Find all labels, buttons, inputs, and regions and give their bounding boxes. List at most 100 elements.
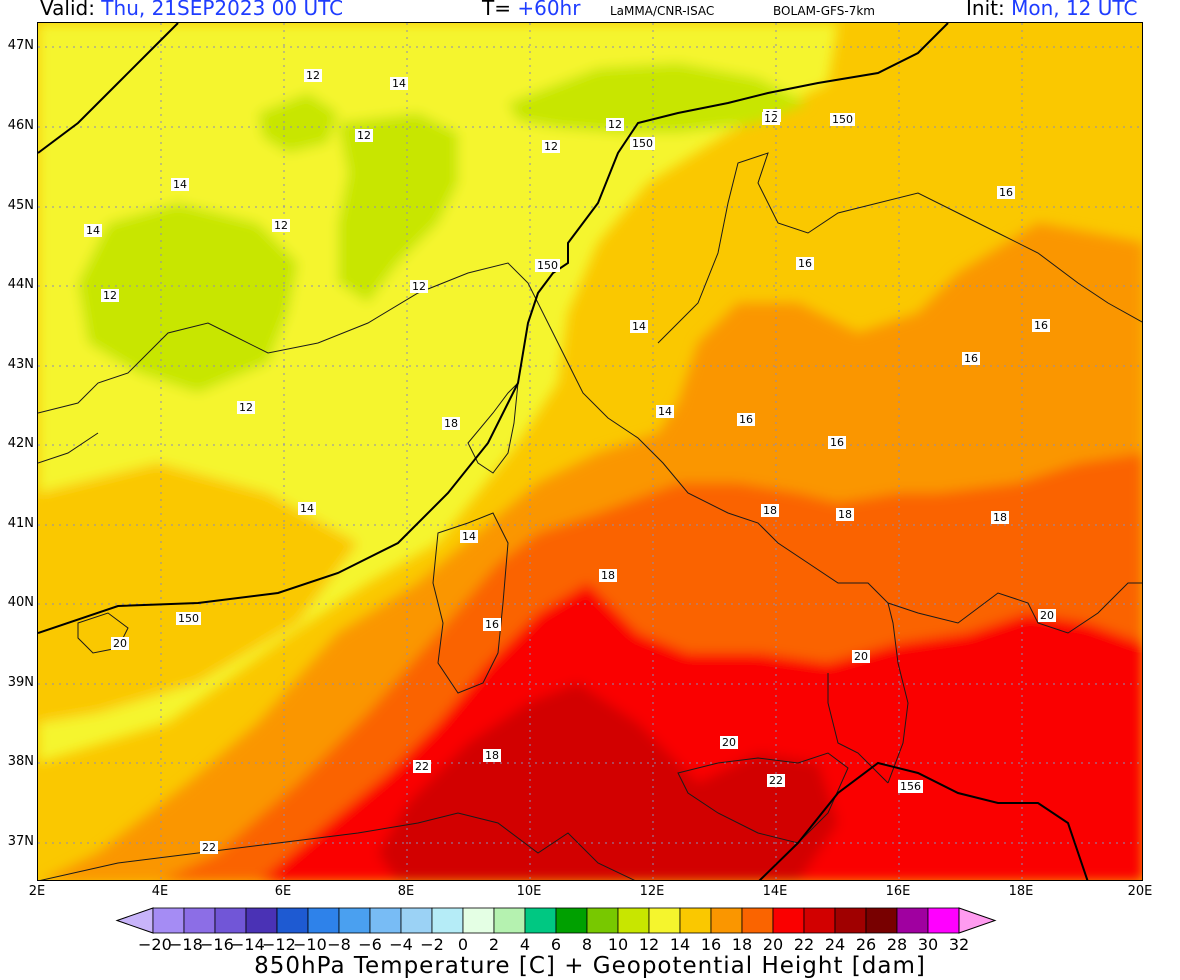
temperature-contour-label: 12 [272,219,290,232]
colorbar-under-arrow [115,907,154,934]
graticule [38,23,1142,880]
temperature-contour-label: 16 [796,257,814,270]
colorbar-tick-label: −18 [169,935,203,954]
colorbar-swatch [710,907,743,934]
colorbar-tick-label: −8 [327,935,351,954]
colorbar-swatch [462,907,495,934]
lat-label: 47N [7,38,34,53]
temperature-contour-label: 18 [442,417,460,430]
forecast-step: T= +60hr [482,0,581,20]
temperature-contour-label: 16 [997,186,1015,199]
colorbar-swatch [679,907,712,934]
lon-label: 8E [397,884,415,899]
colorbar-tick-label: 30 [917,935,939,954]
lon-label: 18E [1008,884,1034,899]
colorbar-tick-label: −2 [420,935,444,954]
colorbar-swatch [152,907,185,934]
temp-field-24 [378,683,838,880]
colorbar-tick-label: −14 [231,935,265,954]
colorbar-tick-label: 0 [457,935,469,954]
temperature-contour-label: 20 [720,736,738,749]
colorbar [115,907,997,934]
lat-label: 38N [7,754,34,769]
lat-label: 43N [7,357,34,372]
coastlines [38,152,1142,880]
lon-label: 20E [1127,884,1153,899]
temperature-contour-label: 12 [606,118,624,131]
temperature-contour-label: 20 [111,637,129,650]
colorbar-swatch [524,907,557,934]
temperature-contour-label: 16 [1032,319,1050,332]
temperature-contour-label: 14 [630,320,648,333]
lat-label: 44N [7,277,34,292]
colorbar-tick-label: 24 [824,935,846,954]
colorbar-tick-label: 18 [731,935,753,954]
temperature-contour-label: 12 [355,129,373,142]
temperature-contour-label: 14 [171,178,189,191]
temperature-contour-label: 12 [237,401,255,414]
colorbar-swatch [276,907,309,934]
colorbar-swatch [245,907,278,934]
temperature-contour-label: 14 [390,77,408,90]
temp-field-12-po [338,113,458,303]
colorbar-tick-label: 8 [581,935,593,954]
temperature-contour-label: 14 [656,405,674,418]
lat-label: 46N [7,118,34,133]
temperature-contour-label: 16 [828,436,846,449]
temperature-contour-label: 14 [84,224,102,237]
colorbar-swatch [183,907,216,934]
colorbar-swatch [865,907,898,934]
colorbar-tick-label: 20 [762,935,784,954]
temp-field-12-alps [508,63,808,133]
colorbar-swatch [834,907,867,934]
colorbar-tick-label: 10 [607,935,629,954]
colorbar-swatch [741,907,774,934]
colorbar-tick-label: 22 [793,935,815,954]
height-contour-label: 150 [535,259,560,272]
lon-label: 14E [762,884,788,899]
colorbar-swatch [431,907,464,934]
temperature-contour-label: 18 [599,569,617,582]
colorbar-tick-label: −12 [262,935,296,954]
colorbar-tick-label: −4 [389,935,413,954]
temp-field-12-north [258,93,338,153]
colorbar-swatch [617,907,650,934]
colorbar-swatch [493,907,526,934]
colorbar-tick-label: 16 [700,935,722,954]
colorbar-swatch [338,907,371,934]
colorbar-tick-label: −6 [358,935,382,954]
colorbar-tick-label: 12 [638,935,660,954]
lon-label: 16E [885,884,911,899]
height-contour-label: 150 [630,137,655,150]
colorbar-tick-label: 26 [855,935,877,954]
height-contour-label: 150 [830,113,855,126]
colorbar-tick-label: 4 [519,935,531,954]
map-canvas [38,23,1142,880]
temperature-contour-label: 16 [737,413,755,426]
temperature-map[interactable]: 1214121212141412121212121414121616161614… [37,22,1143,881]
colorbar-tick-label: 28 [886,935,908,954]
colorbar-tick-label: 2 [488,935,500,954]
height-contours [38,23,1089,880]
colorbar-swatch [400,907,433,934]
temperature-contour-label: 16 [483,618,501,631]
source-label: LaMMA/CNR-ISAC [610,4,715,18]
lat-label: 42N [7,436,34,451]
colorbar-over-arrow [958,907,997,934]
lat-label: 40N [7,595,34,610]
colorbar-swatch [896,907,929,934]
temperature-contour-label: 18 [991,511,1009,524]
colorbar-swatch [772,907,805,934]
temp-field-16-west [38,463,358,723]
contour-label-layer: 1214121212141412121212121414121616161614… [38,23,1142,880]
temperature-contour-label: 22 [767,774,785,787]
lon-label: 6E [274,884,292,899]
height-contour-label: 150 [176,612,201,625]
temperature-contour-label: 18 [836,508,854,521]
temperature-contour-label: 12 [304,69,322,82]
temperature-contour-label: 12 [762,112,780,125]
temp-field-12-france [78,203,298,393]
lat-label: 41N [7,516,34,531]
temperature-contour-label: 22 [200,841,218,854]
lon-label: 12E [639,884,665,899]
